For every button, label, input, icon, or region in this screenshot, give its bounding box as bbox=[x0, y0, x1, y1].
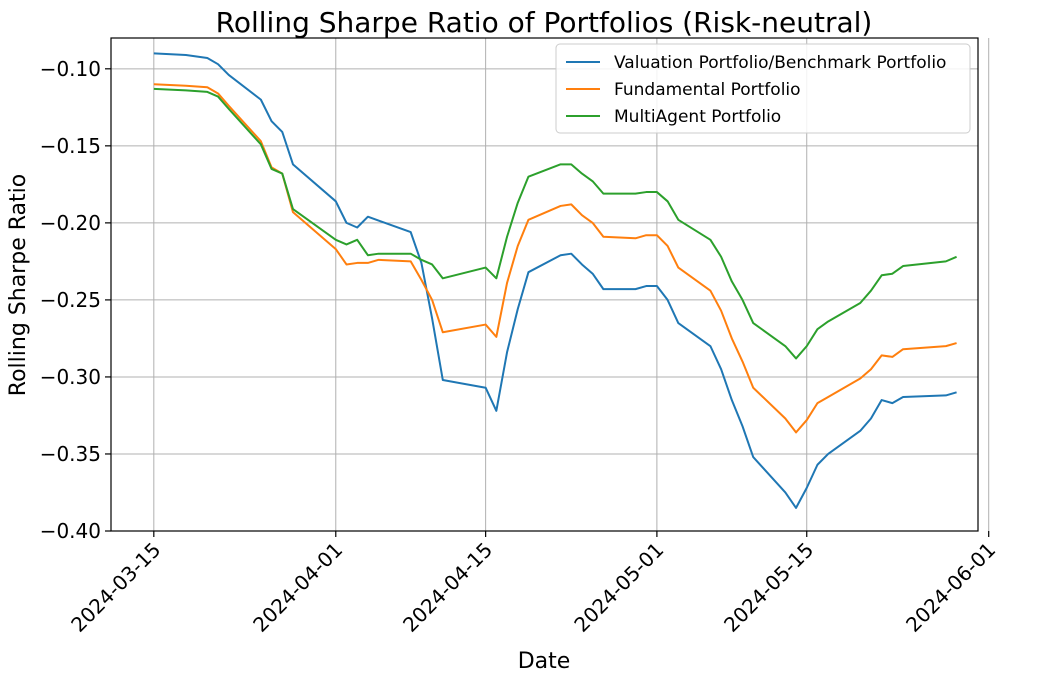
x-tick-label: 2024-03-15 bbox=[66, 538, 165, 637]
x-tick-label: 2024-06-01 bbox=[901, 538, 1000, 637]
x-tick-label: 2024-04-15 bbox=[398, 538, 497, 637]
y-tick-label: −0.40 bbox=[40, 519, 101, 543]
y-axis-ticks: −0.10 −0.15 −0.20 −0.25 −0.30 −0.35 −0.40 bbox=[40, 57, 111, 543]
x-tick-label: 2024-05-15 bbox=[719, 538, 818, 637]
series-line-2 bbox=[153, 83, 957, 434]
x-tick-label: 2024-04-01 bbox=[248, 538, 347, 637]
y-tick-label: −0.30 bbox=[40, 365, 101, 389]
legend-box bbox=[555, 43, 971, 134]
y-tick-label: −0.25 bbox=[40, 288, 101, 312]
legend-label: Fundamental Portfolio bbox=[614, 80, 801, 100]
legend-label: Valuation Portfolio/Benchmark Portfolio bbox=[614, 53, 946, 73]
x-tick-label: 2024-05-01 bbox=[569, 538, 668, 637]
y-tick-label: −0.35 bbox=[40, 442, 101, 466]
y-tick-label: −0.20 bbox=[40, 211, 101, 235]
legend: Valuation Portfolio/Benchmark Portfolio F… bbox=[555, 43, 971, 134]
x-axis-label: Date bbox=[518, 649, 571, 674]
x-axis-ticks: 2024-03-15 2024-04-01 2024-04-15 2024-05-01… bbox=[66, 531, 1000, 637]
chart-title: Rolling Sharpe Ratio of Portfolios (Risk… bbox=[216, 6, 873, 39]
series-lines bbox=[153, 52, 957, 509]
legend-label: MultiAgent Portfolio bbox=[614, 107, 781, 127]
series-line-1 bbox=[153, 52, 957, 509]
plot-frame bbox=[110, 37, 979, 532]
y-tick-label: −0.10 bbox=[40, 57, 101, 81]
y-tick-label: −0.15 bbox=[40, 134, 101, 158]
y-axis-label: Rolling Sharpe Ratio bbox=[6, 174, 31, 396]
series-line-3 bbox=[153, 87, 957, 360]
